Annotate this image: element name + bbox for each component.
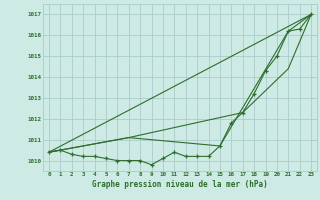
X-axis label: Graphe pression niveau de la mer (hPa): Graphe pression niveau de la mer (hPa) [92, 180, 268, 189]
